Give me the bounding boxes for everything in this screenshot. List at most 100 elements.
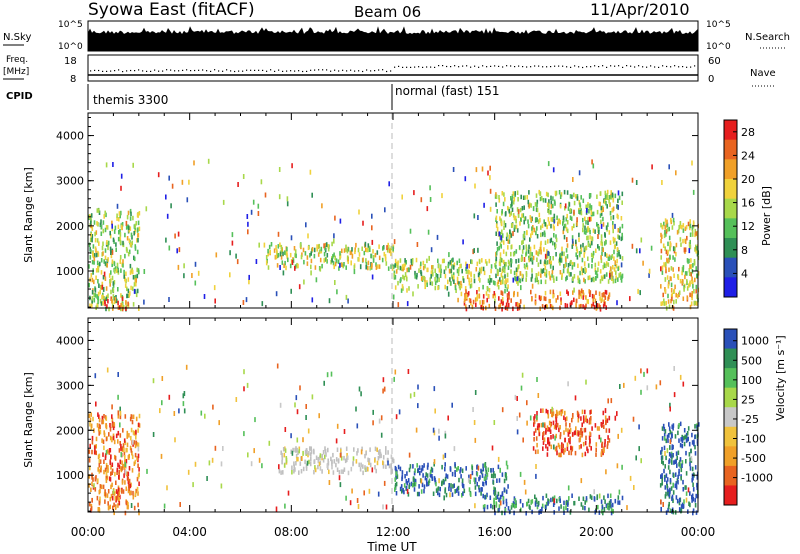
nave-point xyxy=(254,69,256,71)
scatter-cell xyxy=(539,509,542,514)
scatter-cell xyxy=(168,175,170,181)
scatter-cell xyxy=(677,228,680,234)
scatter-cell xyxy=(124,480,126,485)
scatter-cell xyxy=(675,251,677,257)
scatter-cell xyxy=(364,453,366,459)
scatter-cell xyxy=(498,478,501,483)
scatter-cell xyxy=(608,506,610,511)
scatter-cell xyxy=(583,253,585,258)
scatter-cell xyxy=(127,251,130,257)
scatter-cell xyxy=(552,496,554,502)
scatter-cell xyxy=(401,470,404,475)
colorbar-swatch xyxy=(724,465,737,486)
scatter-cell xyxy=(313,469,315,475)
scatter-cell xyxy=(618,235,621,240)
scatter-cell xyxy=(118,487,121,493)
scatter-cell xyxy=(603,274,606,279)
scatter-cell xyxy=(101,245,104,251)
scatter-cell xyxy=(579,304,582,309)
scatter-cell xyxy=(677,480,679,485)
scatter-cell xyxy=(119,259,122,264)
scatter-cell xyxy=(128,486,131,492)
scatter-cell xyxy=(591,264,593,269)
scatter-cell xyxy=(102,452,104,457)
scatter-cell xyxy=(609,266,612,272)
scatter-cell xyxy=(669,245,671,250)
scatter-cell xyxy=(122,240,124,246)
scatter-cell xyxy=(125,220,128,226)
scatter-cell xyxy=(386,245,388,251)
scatter-cell xyxy=(606,505,609,510)
scatter-cell xyxy=(100,258,103,263)
scatter-cell xyxy=(580,478,583,484)
scatter-cell xyxy=(664,494,667,499)
scatter-cell xyxy=(510,251,512,257)
scatter-cell xyxy=(310,258,313,264)
scatter-cell xyxy=(471,465,474,471)
scatter-cell xyxy=(97,299,99,305)
scatter-cell xyxy=(454,470,456,475)
scatter-cell xyxy=(660,450,662,455)
scatter-cell xyxy=(561,275,563,280)
nave-point xyxy=(106,70,108,72)
scatter-cell xyxy=(432,491,435,496)
freq-frame xyxy=(87,54,699,82)
scatter-cell xyxy=(534,428,537,433)
scatter-cell xyxy=(340,448,342,454)
scatter-cell xyxy=(537,423,539,428)
scatter-cell xyxy=(687,436,689,442)
scatter-cell xyxy=(393,272,395,278)
scatter-cell xyxy=(91,299,93,304)
colorbar-tick-label: 100 xyxy=(741,374,762,387)
scatter-cell xyxy=(339,253,342,259)
scatter-cell xyxy=(520,385,523,391)
scatter-cell xyxy=(566,213,568,219)
scatter-cell xyxy=(663,233,666,239)
scatter-cell xyxy=(174,437,176,443)
nave-point xyxy=(442,65,444,67)
scatter-cell xyxy=(582,290,584,295)
scatter-cell xyxy=(326,372,329,378)
scatter-cell xyxy=(352,460,354,466)
scatter-cell xyxy=(90,249,92,254)
scatter-cell xyxy=(246,382,249,388)
scatter-cell xyxy=(510,223,513,228)
scatter-cell xyxy=(537,449,539,454)
scatter-cell xyxy=(124,455,126,460)
scatter-cell xyxy=(319,266,322,272)
scatter-cell xyxy=(565,227,568,232)
scatter-cell xyxy=(667,281,670,286)
scatter-cell xyxy=(666,227,669,232)
scatter-cell xyxy=(137,453,140,459)
scatter-cell xyxy=(456,280,459,285)
scatter-cell xyxy=(555,445,558,451)
scatter-cell xyxy=(594,270,597,275)
scatter-cell xyxy=(671,509,673,514)
scatter-cell xyxy=(513,270,516,276)
scatter-cell xyxy=(571,261,574,267)
scatter-cell xyxy=(596,222,598,227)
scatter-cell xyxy=(594,267,597,272)
scatter-cell xyxy=(587,220,589,225)
y-tick-label: 2000 xyxy=(56,220,84,233)
scatter-cell xyxy=(339,482,342,488)
scatter-cell xyxy=(98,241,100,246)
scatter-cell xyxy=(581,270,584,276)
scatter-cell xyxy=(413,470,416,476)
scatter-cell xyxy=(111,220,113,226)
scatter-cell xyxy=(536,414,538,420)
scatter-cell xyxy=(483,202,485,208)
scatter-cell xyxy=(687,487,690,493)
scatter-cell xyxy=(296,457,298,462)
scatter-cell xyxy=(698,422,700,427)
nave-point xyxy=(446,65,448,68)
scatter-cell xyxy=(278,194,281,200)
scatter-cell xyxy=(101,294,103,300)
scatter-cell xyxy=(598,434,601,440)
scatter-cell xyxy=(438,435,440,441)
scatter-cell xyxy=(113,439,116,445)
scatter-cell xyxy=(671,496,673,501)
scatter-cell xyxy=(684,485,686,490)
scatter-cell xyxy=(110,253,113,259)
